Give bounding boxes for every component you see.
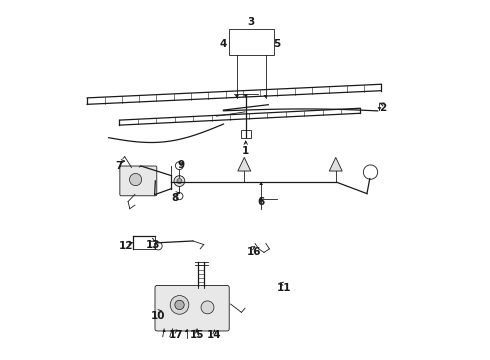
Text: 12: 12 bbox=[119, 241, 133, 251]
Polygon shape bbox=[196, 329, 199, 332]
Polygon shape bbox=[238, 157, 251, 171]
Bar bbox=[229, 30, 274, 55]
Text: 17: 17 bbox=[169, 330, 183, 340]
Polygon shape bbox=[244, 94, 248, 98]
Polygon shape bbox=[235, 95, 239, 98]
Text: 13: 13 bbox=[146, 239, 160, 249]
Circle shape bbox=[175, 300, 184, 310]
Text: 10: 10 bbox=[151, 311, 166, 320]
Text: 4: 4 bbox=[220, 40, 227, 49]
Circle shape bbox=[201, 301, 214, 314]
Circle shape bbox=[170, 296, 189, 314]
FancyBboxPatch shape bbox=[120, 166, 157, 196]
Text: 2: 2 bbox=[379, 103, 386, 113]
Text: 16: 16 bbox=[246, 247, 261, 257]
Text: 7: 7 bbox=[115, 161, 122, 171]
Circle shape bbox=[129, 174, 142, 186]
Text: 11: 11 bbox=[277, 283, 292, 293]
Text: 14: 14 bbox=[207, 330, 222, 340]
Circle shape bbox=[174, 176, 185, 186]
Polygon shape bbox=[264, 95, 268, 98]
Circle shape bbox=[177, 179, 182, 184]
Text: 1: 1 bbox=[242, 145, 249, 156]
Polygon shape bbox=[171, 329, 174, 332]
Text: 5: 5 bbox=[273, 40, 281, 49]
Polygon shape bbox=[162, 329, 166, 332]
Text: 9: 9 bbox=[177, 160, 185, 170]
Text: 15: 15 bbox=[189, 330, 204, 340]
Text: 3: 3 bbox=[247, 17, 255, 27]
Text: 6: 6 bbox=[258, 197, 265, 207]
Polygon shape bbox=[329, 157, 342, 171]
Text: 8: 8 bbox=[172, 193, 179, 203]
Polygon shape bbox=[377, 107, 381, 111]
Polygon shape bbox=[185, 329, 188, 332]
FancyBboxPatch shape bbox=[155, 285, 229, 331]
Bar bbox=[241, 130, 251, 138]
Polygon shape bbox=[259, 182, 263, 185]
